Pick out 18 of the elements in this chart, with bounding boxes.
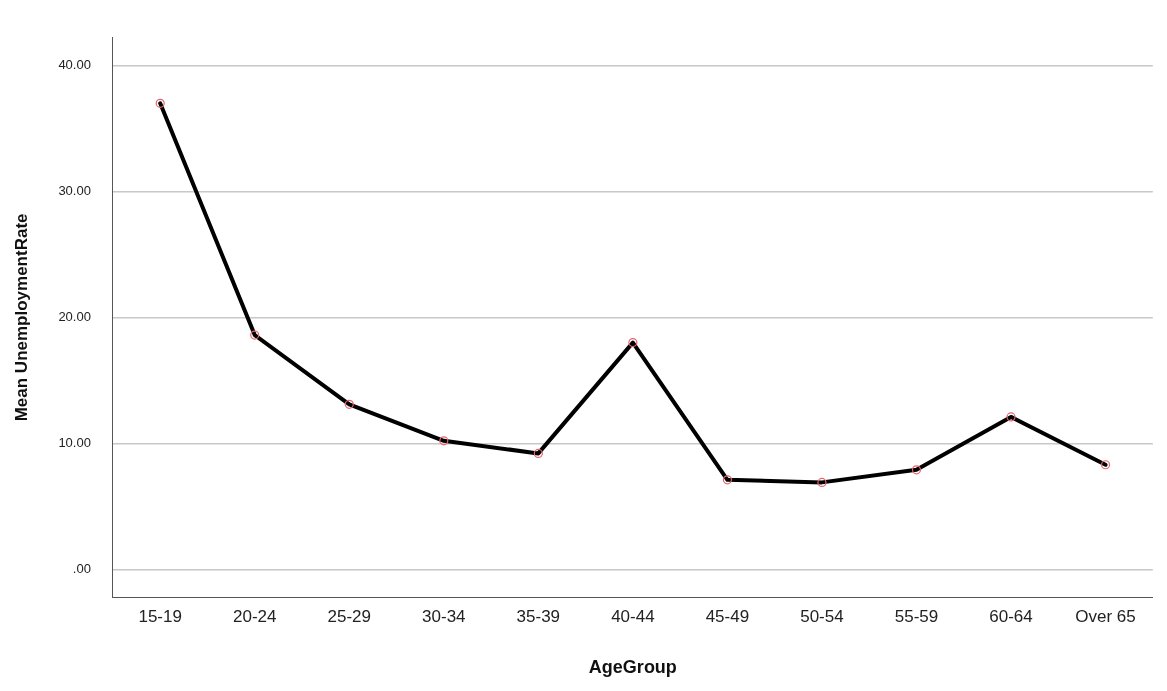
x-tick-label: 50-54 bbox=[800, 606, 844, 626]
y-tick-label: 20.00 bbox=[58, 308, 91, 324]
x-tick-label: 25-29 bbox=[327, 606, 372, 626]
x-tick-label: 60-64 bbox=[989, 606, 1033, 626]
x-tick-label: 15-19 bbox=[138, 606, 182, 626]
x-tick-label: 45-49 bbox=[705, 606, 750, 626]
x-tick-label: 20-24 bbox=[232, 606, 277, 626]
x-tick-label: 55-59 bbox=[894, 606, 939, 626]
x-tick-label: 35-39 bbox=[516, 606, 561, 626]
y-tick-label: 10.00 bbox=[58, 434, 91, 450]
y-tick-label: 40.00 bbox=[58, 57, 91, 73]
x-tick-label: 30-34 bbox=[422, 606, 466, 626]
y-axis-title: Mean UnemploymentRate bbox=[11, 213, 31, 422]
y-tick-label: 30.00 bbox=[58, 183, 91, 199]
x-axis-title: AgeGroup bbox=[588, 657, 677, 678]
y-tick-label: .00 bbox=[72, 560, 91, 576]
x-tick-label: 40-44 bbox=[611, 606, 655, 626]
x-tick-label: Over 65 bbox=[1075, 606, 1136, 626]
